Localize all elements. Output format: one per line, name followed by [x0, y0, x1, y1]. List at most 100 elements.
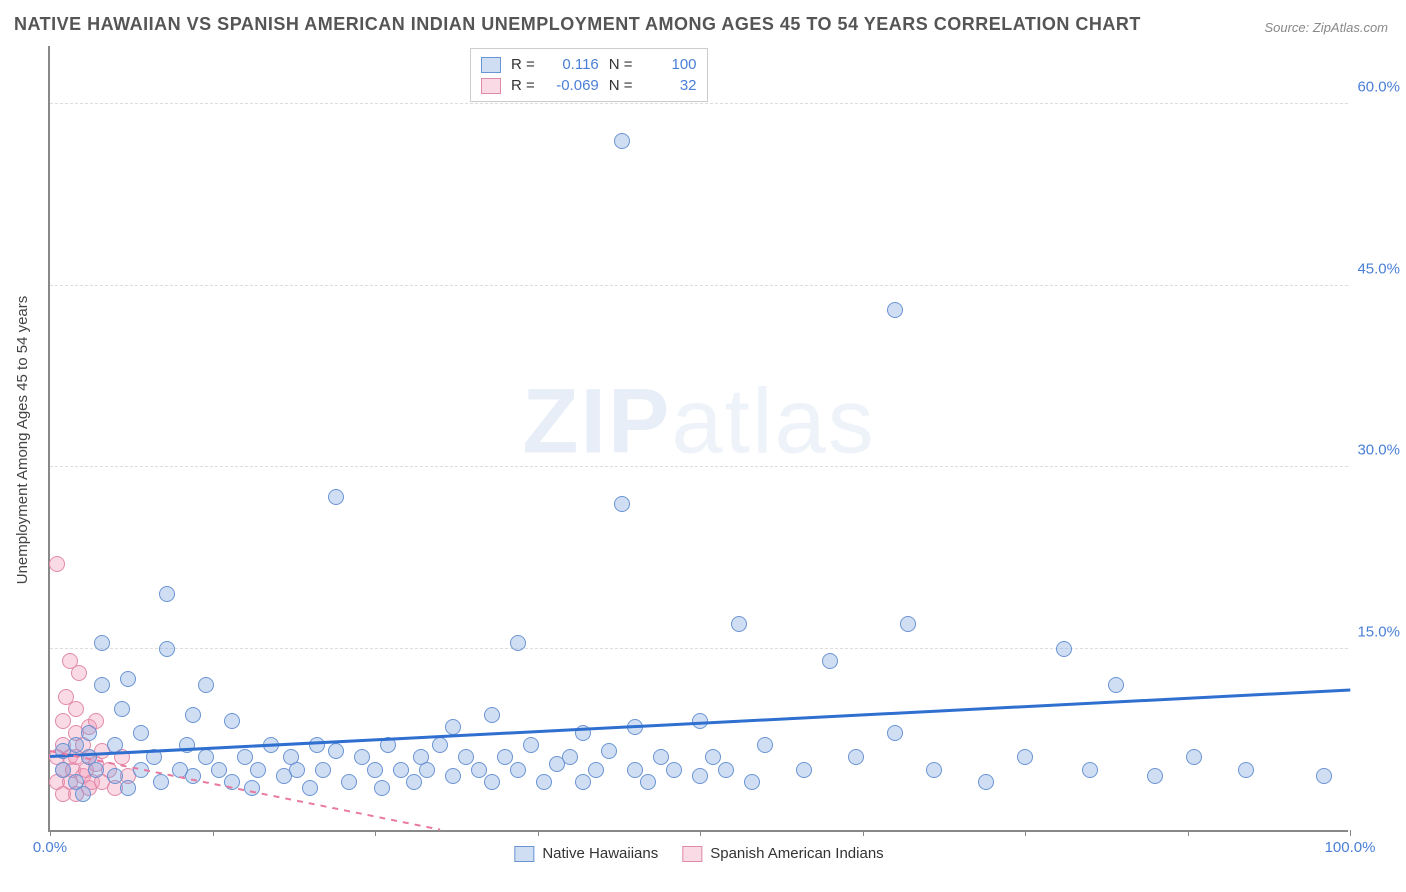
- legend-item-series1: Native Hawaiians: [514, 845, 658, 862]
- scatter-point: [237, 749, 253, 765]
- scatter-point: [900, 616, 916, 632]
- legend-label-series2: Spanish American Indians: [710, 845, 883, 862]
- stats-swatch-series1: [481, 57, 501, 73]
- scatter-point: [848, 749, 864, 765]
- scatter-point: [445, 719, 461, 735]
- scatter-point: [796, 762, 812, 778]
- trend-line: [50, 688, 1350, 757]
- scatter-point: [705, 749, 721, 765]
- scatter-point: [744, 774, 760, 790]
- stats-r-label: R =: [511, 56, 535, 73]
- scatter-point: [107, 768, 123, 784]
- scatter-point: [120, 780, 136, 796]
- gridline: [50, 285, 1348, 286]
- scatter-point: [614, 133, 630, 149]
- scatter-point: [588, 762, 604, 778]
- scatter-point: [536, 774, 552, 790]
- scatter-point: [120, 671, 136, 687]
- legend-swatch-series2: [682, 846, 702, 862]
- scatter-point: [523, 737, 539, 753]
- stats-row-series1: R = 0.116 N = 100: [481, 54, 697, 75]
- scatter-point: [55, 762, 71, 778]
- scatter-point: [179, 737, 195, 753]
- watermark-bold: ZIP: [522, 371, 671, 473]
- scatter-point: [601, 743, 617, 759]
- scatter-point: [68, 701, 84, 717]
- scatter-point: [49, 556, 65, 572]
- scatter-point: [510, 762, 526, 778]
- stats-n-label: N =: [609, 77, 633, 94]
- scatter-point: [575, 774, 591, 790]
- scatter-point: [94, 677, 110, 693]
- x-tick-mark: [50, 830, 51, 836]
- scatter-point: [887, 725, 903, 741]
- scatter-point: [1108, 677, 1124, 693]
- stats-swatch-series2: [481, 78, 501, 94]
- scatter-point: [1186, 749, 1202, 765]
- scatter-point: [406, 774, 422, 790]
- scatter-point: [133, 725, 149, 741]
- scatter-point: [562, 749, 578, 765]
- scatter-point: [419, 762, 435, 778]
- scatter-point: [627, 762, 643, 778]
- scatter-point: [159, 641, 175, 657]
- scatter-point: [692, 768, 708, 784]
- scatter-point: [55, 713, 71, 729]
- scatter-point: [185, 707, 201, 723]
- scatter-point: [94, 635, 110, 651]
- stats-r-value-1: 0.116: [545, 56, 599, 73]
- scatter-point: [978, 774, 994, 790]
- scatter-point: [445, 768, 461, 784]
- scatter-point: [640, 774, 656, 790]
- scatter-point: [71, 665, 87, 681]
- scatter-point: [926, 762, 942, 778]
- y-tick-label: 30.0%: [1357, 442, 1400, 459]
- x-tick-label: 0.0%: [33, 839, 67, 856]
- x-tick-mark: [700, 830, 701, 836]
- scatter-point: [393, 762, 409, 778]
- scatter-point: [374, 780, 390, 796]
- scatter-point: [757, 737, 773, 753]
- scatter-point: [1238, 762, 1254, 778]
- scatter-point: [822, 653, 838, 669]
- scatter-point: [666, 762, 682, 778]
- scatter-point: [114, 701, 130, 717]
- scatter-point: [510, 635, 526, 651]
- y-tick-label: 60.0%: [1357, 79, 1400, 96]
- scatter-point: [1017, 749, 1033, 765]
- plot-area: ZIPatlas R = 0.116 N = 100 R = -0.069 N …: [48, 46, 1348, 832]
- scatter-point: [328, 743, 344, 759]
- scatter-point: [1147, 768, 1163, 784]
- scatter-point: [614, 496, 630, 512]
- scatter-point: [309, 737, 325, 753]
- legend: Native Hawaiians Spanish American Indian…: [514, 845, 883, 862]
- scatter-point: [432, 737, 448, 753]
- x-tick-mark: [1025, 830, 1026, 836]
- correlation-stats-box: R = 0.116 N = 100 R = -0.069 N = 32: [470, 48, 708, 102]
- scatter-point: [68, 737, 84, 753]
- scatter-point: [81, 725, 97, 741]
- stats-n-value-1: 100: [643, 56, 697, 73]
- source-attribution: Source: ZipAtlas.com: [1264, 20, 1388, 35]
- scatter-point: [328, 489, 344, 505]
- x-tick-mark: [863, 830, 864, 836]
- scatter-point: [458, 749, 474, 765]
- y-tick-label: 45.0%: [1357, 260, 1400, 277]
- watermark-thin: atlas: [671, 371, 875, 473]
- x-tick-mark: [1188, 830, 1189, 836]
- scatter-point: [484, 707, 500, 723]
- x-tick-mark: [538, 830, 539, 836]
- stats-n-label: N =: [609, 56, 633, 73]
- legend-label-series1: Native Hawaiians: [542, 845, 658, 862]
- watermark: ZIPatlas: [522, 370, 875, 475]
- gridline: [50, 103, 1348, 104]
- scatter-point: [289, 762, 305, 778]
- scatter-point: [88, 762, 104, 778]
- scatter-point: [653, 749, 669, 765]
- stats-n-value-2: 32: [643, 77, 697, 94]
- chart-title: NATIVE HAWAIIAN VS SPANISH AMERICAN INDI…: [14, 14, 1141, 35]
- scatter-point: [731, 616, 747, 632]
- scatter-point: [302, 780, 318, 796]
- scatter-point: [471, 762, 487, 778]
- x-tick-mark: [375, 830, 376, 836]
